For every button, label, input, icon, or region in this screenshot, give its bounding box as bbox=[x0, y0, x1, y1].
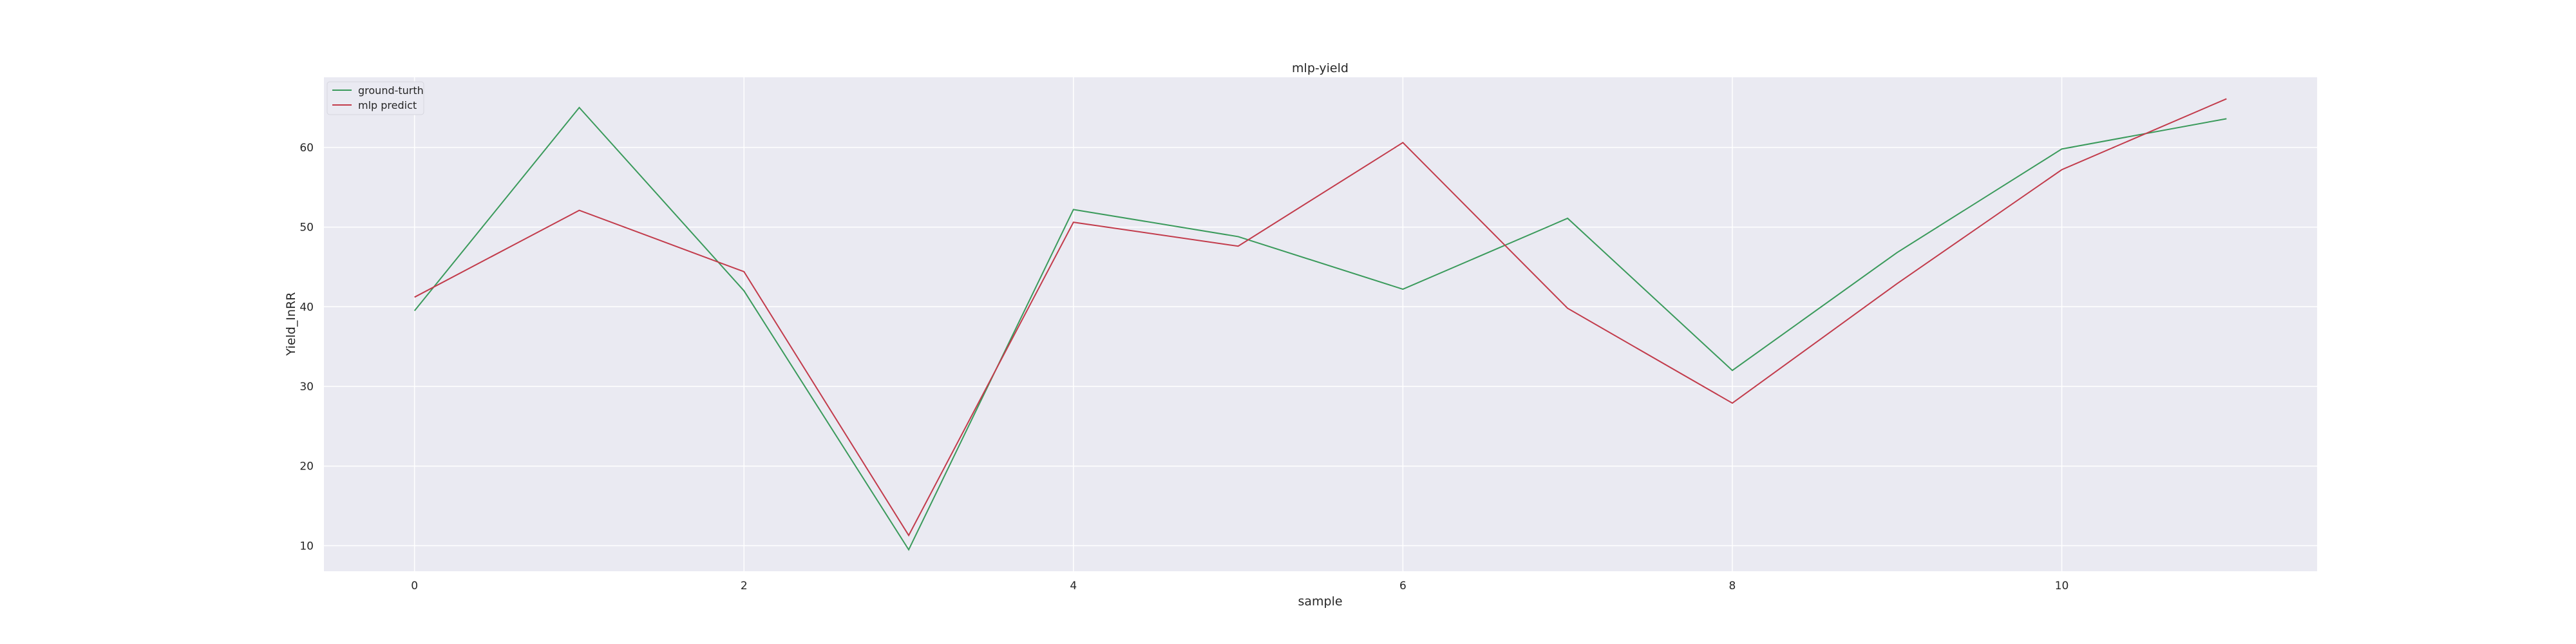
x-tick-label: 6 bbox=[1399, 580, 1406, 592]
series-line-mlp-predict bbox=[414, 98, 2227, 537]
y-tick-label: 10 bbox=[299, 540, 314, 553]
y-tick-label: 20 bbox=[299, 460, 314, 473]
y-axis-label: Yield_InRR bbox=[284, 292, 298, 357]
legend-label-mlp-predict: mlp predict bbox=[358, 99, 417, 111]
series-lines bbox=[413, 98, 2227, 551]
plot-area bbox=[324, 77, 2317, 571]
x-tick-labels: 0 2 4 6 8 10 bbox=[411, 580, 2069, 592]
y-tick-label: 50 bbox=[299, 222, 314, 234]
y-tick-label: 60 bbox=[299, 142, 314, 155]
x-axis-label: sample bbox=[1298, 594, 1342, 609]
y-tick-labels: 10 20 30 40 50 60 bbox=[299, 142, 314, 553]
x-tick-label: 4 bbox=[1070, 580, 1077, 592]
y-tick-label: 30 bbox=[299, 381, 314, 393]
y-tick-label: 40 bbox=[299, 301, 314, 314]
legend: ground-turth mlp predict bbox=[327, 81, 424, 115]
x-tick-label: 10 bbox=[2055, 580, 2069, 592]
x-tick-label: 2 bbox=[741, 580, 748, 592]
x-tick-label: 0 bbox=[411, 580, 418, 592]
legend-label-ground-turth: ground-turth bbox=[358, 84, 424, 97]
grid-lines bbox=[324, 77, 2317, 571]
x-tick-label: 8 bbox=[1729, 580, 1736, 592]
series-line-ground-turth bbox=[413, 106, 2227, 551]
chart-title: mlp-yield bbox=[1292, 61, 1349, 75]
